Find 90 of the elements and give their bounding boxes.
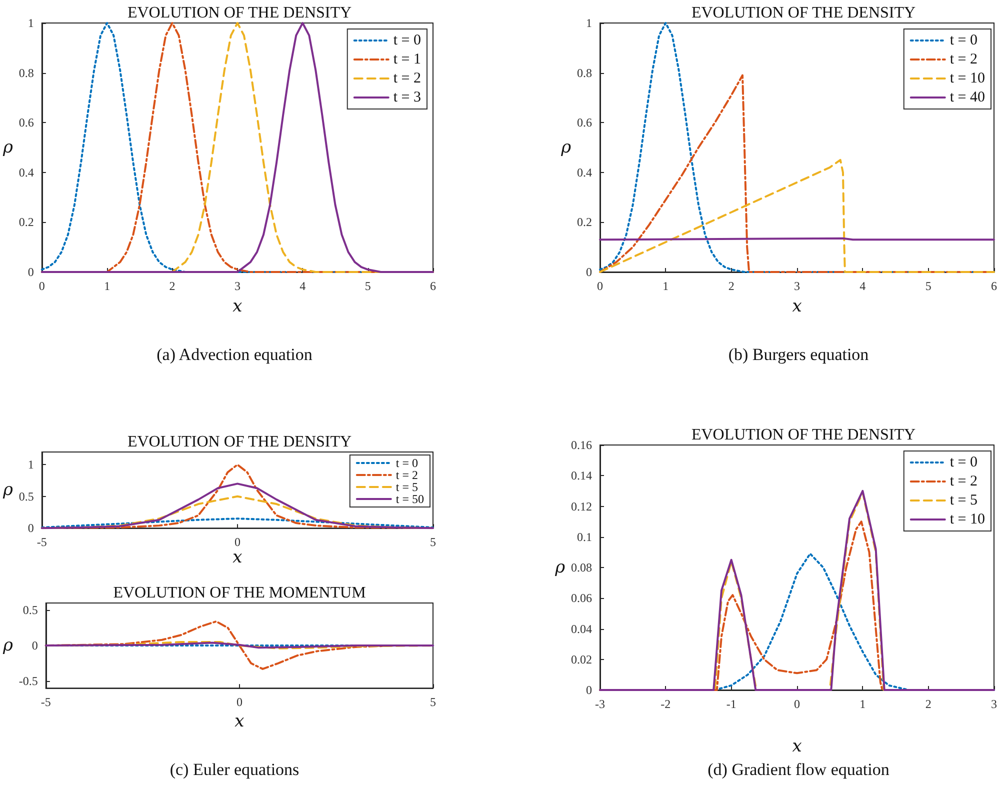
x-tick-label: 1 bbox=[104, 279, 110, 293]
x-tick-label: 2 bbox=[169, 279, 176, 293]
y-tick-label: 0 bbox=[32, 638, 38, 653]
y-tick-label: 1 bbox=[28, 16, 34, 30]
x-tick-label: -3 bbox=[595, 697, 605, 711]
chart-title: EVOLUTION OF THE MOMENTUM bbox=[113, 584, 366, 602]
y-tick-label: -0.5 bbox=[18, 674, 38, 688]
x-tick-label: 1 bbox=[662, 279, 669, 293]
y-tick-label: 0 bbox=[586, 683, 592, 697]
y-tick-label: 0.6 bbox=[577, 116, 592, 130]
chart-title: EVOLUTION OF THE DENSITY bbox=[691, 426, 916, 444]
y-axis-title: ρ bbox=[2, 480, 13, 500]
x-tick-label: 0 bbox=[236, 695, 242, 710]
x-tick-label: 3 bbox=[794, 279, 800, 293]
legend-label: t = 5 bbox=[950, 492, 978, 508]
legend-label: t = 2 bbox=[950, 52, 978, 68]
x-tick-label: 4 bbox=[860, 279, 866, 293]
y-tick-label: 0.14 bbox=[571, 468, 592, 483]
line-series bbox=[40, 22, 434, 273]
x-tick-label: 5 bbox=[430, 535, 436, 550]
x-tick-label: 6 bbox=[430, 279, 436, 293]
x-tick-label: -5 bbox=[40, 695, 51, 710]
x-axis-title: x bbox=[232, 548, 243, 568]
legend-label: t = 0 bbox=[950, 454, 978, 470]
y-tick-label: 0.1 bbox=[577, 530, 592, 544]
x-tick-label: 1 bbox=[860, 697, 866, 711]
y-tick-label: 0.04 bbox=[571, 622, 592, 636]
x-tick-label: 0 bbox=[597, 279, 603, 293]
legend-label: t = 1 bbox=[393, 52, 422, 68]
x-tick-label: 3 bbox=[234, 279, 240, 293]
x-tick-label: 2 bbox=[728, 279, 734, 293]
y-tick-label: 0.02 bbox=[571, 652, 592, 666]
y-tick-label: 0.4 bbox=[18, 165, 34, 180]
legend-label: t = 2 bbox=[950, 474, 978, 490]
x-axis-title: x bbox=[232, 296, 243, 316]
x-axis-title: x bbox=[234, 712, 245, 732]
y-tick-label: 0.06 bbox=[571, 591, 592, 606]
legend-label: t = 0 bbox=[950, 32, 978, 48]
y-tick-label: 0 bbox=[586, 265, 592, 279]
y-tick-label: 0.6 bbox=[18, 116, 34, 130]
legend-label: t = 0 bbox=[396, 456, 418, 470]
x-tick-label: 4 bbox=[300, 279, 306, 293]
y-tick-label: 0.5 bbox=[22, 603, 38, 618]
x-tick-label: 5 bbox=[364, 279, 371, 293]
y-tick-label: 0 bbox=[28, 265, 34, 279]
y-tick-label: 1 bbox=[28, 458, 34, 472]
legend-label: t = 3 bbox=[393, 90, 422, 106]
y-tick-label: 0.8 bbox=[577, 66, 592, 80]
x-tick-label: 5 bbox=[925, 279, 932, 293]
y-tick-label: 0.12 bbox=[571, 499, 592, 514]
chart-title: EVOLUTION OF THE DENSITY bbox=[691, 4, 916, 22]
line-series bbox=[599, 22, 995, 273]
x-tick-label: -5 bbox=[36, 535, 47, 550]
text: (a) Advection equation bbox=[156, 345, 314, 365]
x-tick-label: 6 bbox=[991, 279, 997, 293]
legend-label: t = 50 bbox=[396, 492, 424, 506]
y-tick-label: 0 bbox=[28, 521, 34, 536]
legend-label: t = 10 bbox=[950, 512, 986, 528]
text: (b) Burgers equation bbox=[727, 345, 870, 365]
x-tick-label: 3 bbox=[991, 697, 997, 711]
x-tick-label: 2 bbox=[925, 697, 932, 711]
x-axis-title: x bbox=[792, 736, 802, 756]
text: (d) Gradient flow equation bbox=[706, 760, 890, 780]
y-tick-label: 0.5 bbox=[18, 489, 34, 504]
y-tick-label: 0.4 bbox=[577, 165, 592, 180]
y-axis-title: ρ bbox=[560, 138, 572, 158]
x-axis-title: x bbox=[792, 296, 802, 316]
y-tick-label: 0.8 bbox=[18, 66, 34, 80]
y-tick-label: 1 bbox=[586, 16, 592, 30]
x-tick-label: 0 bbox=[794, 697, 800, 711]
x-tick-label: -1 bbox=[726, 697, 736, 711]
x-tick-label: 0 bbox=[234, 535, 240, 550]
y-tick-label: 0.08 bbox=[571, 560, 592, 574]
chart-title: EVOLUTION OF THE DENSITY bbox=[127, 434, 352, 450]
y-tick-label: 0.2 bbox=[18, 215, 34, 230]
x-tick-label: 5 bbox=[430, 695, 436, 710]
legend-label: t = 2 bbox=[396, 468, 418, 482]
y-axis-title: ρ bbox=[2, 636, 13, 656]
y-axis-title: ρ bbox=[2, 138, 13, 158]
text: (c) Euler equations bbox=[168, 760, 300, 780]
legend-label: t = 2 bbox=[393, 70, 422, 86]
y-axis-title: ρ bbox=[554, 558, 566, 578]
y-tick-label: 0.2 bbox=[577, 215, 592, 230]
x-tick-label: -2 bbox=[660, 697, 671, 711]
y-tick-label: 0.16 bbox=[571, 438, 592, 452]
legend-label: t = 0 bbox=[393, 32, 422, 48]
legend-label: t = 10 bbox=[950, 70, 986, 86]
chart-title: EVOLUTION OF THE DENSITY bbox=[127, 4, 352, 22]
legend-label: t = 40 bbox=[950, 90, 986, 106]
legend-label: t = 5 bbox=[396, 480, 418, 494]
